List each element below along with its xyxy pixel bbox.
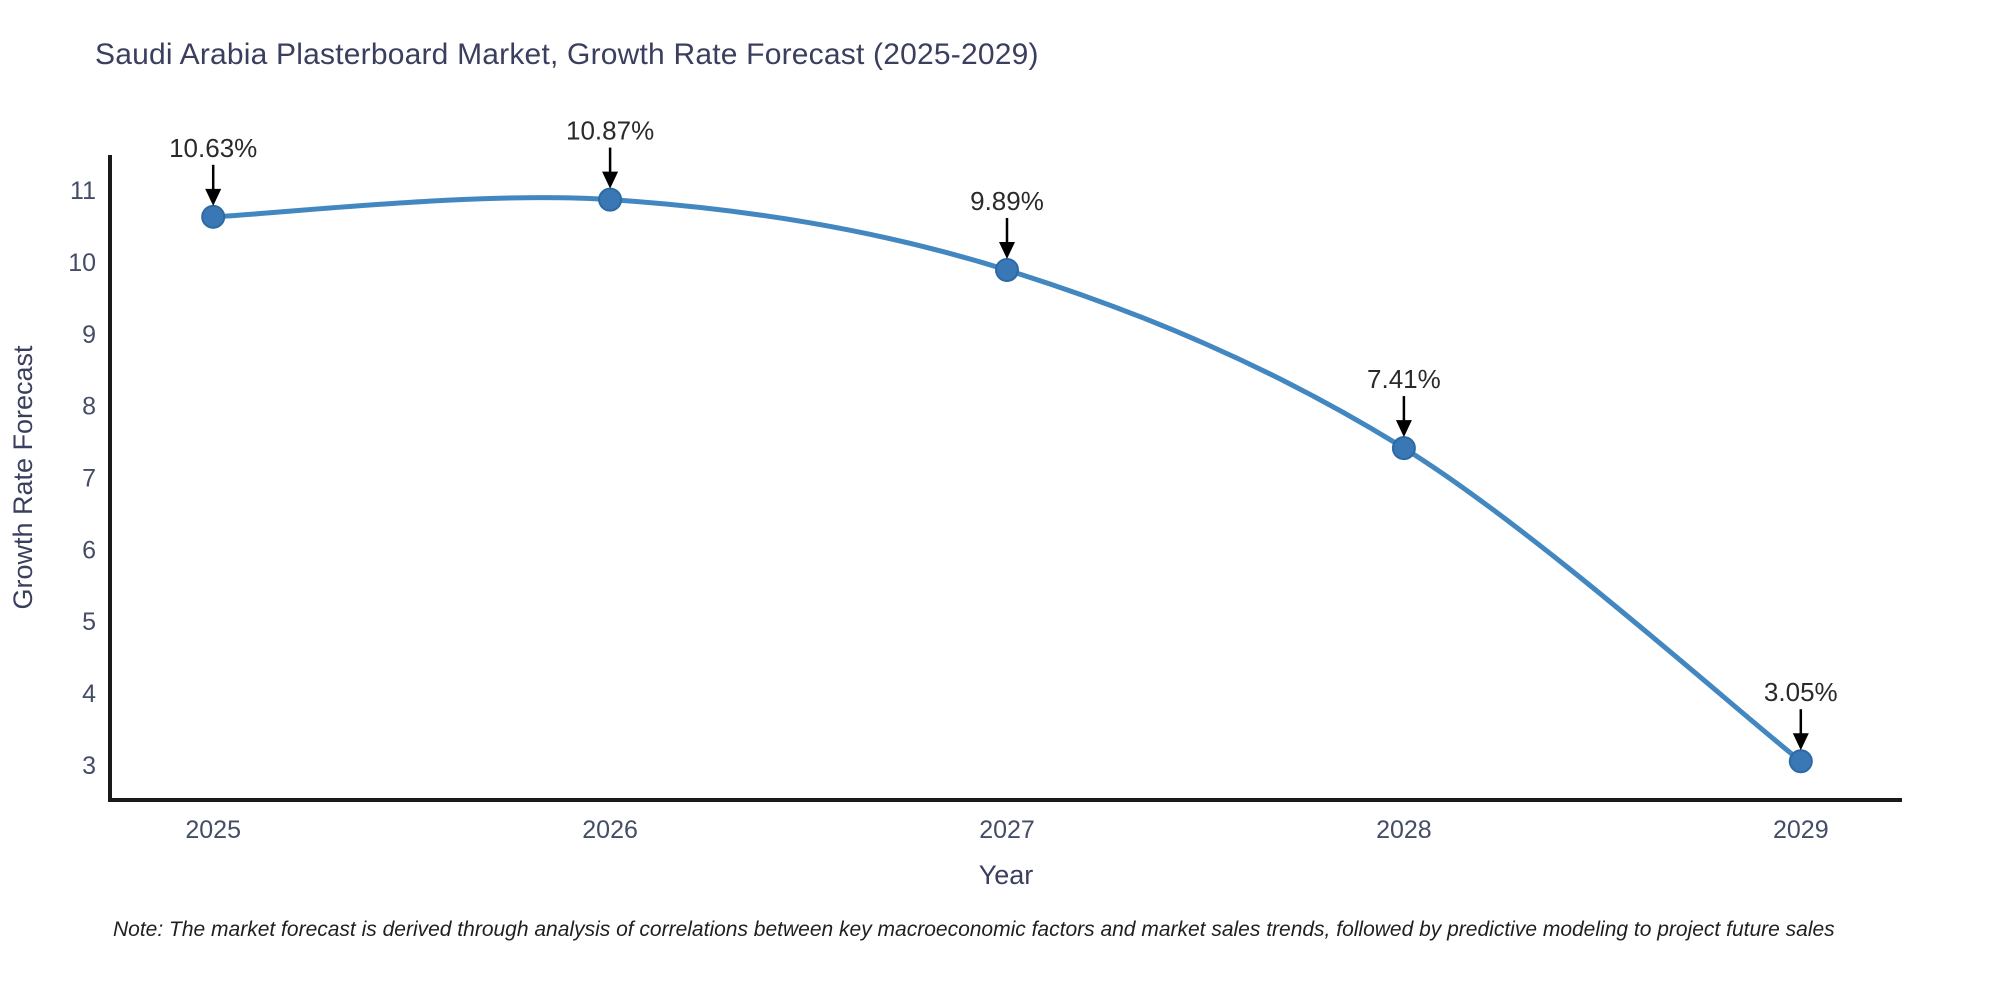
y-tick-label: 3 bbox=[82, 752, 96, 780]
y-tick-label: 9 bbox=[82, 321, 96, 349]
annotation-arrowhead bbox=[1792, 733, 1809, 751]
y-tick-label: 4 bbox=[82, 680, 96, 708]
annotation-label: 7.41% bbox=[1367, 364, 1441, 394]
x-axis-title: Year bbox=[979, 860, 1034, 890]
y-axis-title: Growth Rate Forecast bbox=[8, 345, 38, 610]
x-tick-label: 2025 bbox=[185, 816, 241, 844]
data-point-2026[interactable] bbox=[598, 187, 623, 212]
annotation-arrowhead bbox=[602, 171, 619, 189]
annotation-label: 10.87% bbox=[566, 116, 654, 146]
x-tick-label: 2027 bbox=[979, 816, 1035, 844]
trend-line bbox=[210, 195, 1804, 764]
annotation-arrowhead bbox=[1395, 420, 1412, 438]
data-point-2028[interactable] bbox=[1391, 436, 1416, 461]
x-tick-label: 2029 bbox=[1773, 816, 1829, 844]
y-tick-label: 11 bbox=[70, 177, 96, 205]
x-tick-label: 2026 bbox=[582, 816, 638, 844]
y-tick-label: 7 bbox=[82, 465, 96, 493]
annotation-arrowhead bbox=[999, 241, 1015, 259]
annotation-label: 9.89% bbox=[970, 186, 1044, 216]
data-point-2029[interactable] bbox=[1788, 749, 1813, 774]
annotation-label: 10.63% bbox=[169, 133, 257, 163]
annotation-arrowhead bbox=[205, 188, 222, 206]
annotation-label: 3.05% bbox=[1764, 677, 1838, 707]
data-point-2025[interactable] bbox=[201, 204, 226, 229]
y-tick-label: 6 bbox=[82, 536, 96, 564]
chart-title: Saudi Arabia Plasterboard Market, Growth… bbox=[95, 38, 1039, 71]
footnote: Note: The market forecast is derived thr… bbox=[113, 918, 1835, 941]
y-tick-label: 5 bbox=[82, 608, 96, 636]
y-tick-label: 8 bbox=[82, 393, 96, 421]
y-tick-label: 10 bbox=[68, 249, 96, 277]
x-tick-label: 2028 bbox=[1376, 816, 1432, 844]
data-point-2027[interactable] bbox=[995, 257, 1019, 282]
